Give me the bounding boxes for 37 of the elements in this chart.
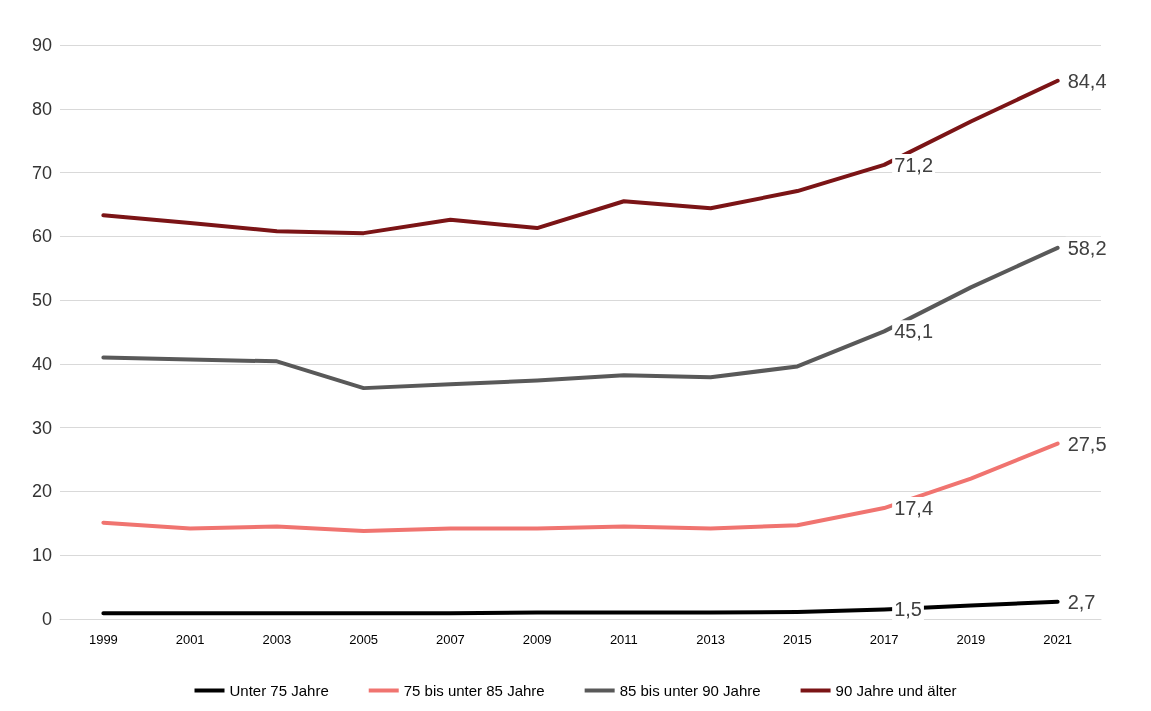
x-tick-label: 2005 bbox=[349, 632, 379, 647]
x-tick-label: 2013 bbox=[696, 632, 726, 647]
x-tick-label: 2015 bbox=[782, 632, 812, 647]
data-label: 84,4 bbox=[1067, 69, 1107, 92]
legend-label: 85 bis unter 90 Jahre bbox=[619, 682, 761, 699]
legend-label: 75 bis unter 85 Jahre bbox=[403, 682, 545, 699]
x-tick-label: 2001 bbox=[175, 632, 205, 647]
line-series bbox=[101, 78, 1060, 236]
x-tick-label: 2009 bbox=[522, 632, 552, 647]
y-tick-label: 20 bbox=[31, 481, 52, 502]
data-label: 71,2 bbox=[894, 153, 934, 176]
line-series bbox=[101, 245, 1060, 391]
data-label: 45,1 bbox=[894, 320, 934, 343]
data-label: 27,5 bbox=[1067, 432, 1107, 455]
x-tick-label: 2007 bbox=[435, 632, 465, 647]
data-label: 2,7 bbox=[1067, 590, 1096, 613]
x-tick-label: 2019 bbox=[956, 632, 986, 647]
y-tick-label: 50 bbox=[31, 290, 52, 311]
x-tick-label: 2017 bbox=[869, 632, 899, 647]
data-label: 58,2 bbox=[1067, 236, 1107, 259]
y-tick-label: 90 bbox=[31, 35, 52, 55]
y-tick-label: 10 bbox=[31, 545, 52, 566]
y-tick-label: 70 bbox=[31, 162, 52, 183]
x-tick-label: 2011 bbox=[609, 632, 638, 647]
y-tick-label: 80 bbox=[31, 98, 52, 119]
line-series bbox=[101, 441, 1060, 533]
x-tick-label: 1999 bbox=[88, 632, 118, 647]
data-label: 1,5 bbox=[894, 598, 922, 621]
data-label: 17,4 bbox=[894, 497, 934, 520]
legend-label: 90 Jahre und älter bbox=[835, 682, 957, 699]
y-tick-label: 30 bbox=[31, 417, 52, 438]
legend-label: Unter 75 Jahre bbox=[229, 682, 329, 699]
x-tick-label: 2021 bbox=[1043, 632, 1073, 647]
y-tick-label: 60 bbox=[31, 226, 52, 247]
y-tick-label: 0 bbox=[41, 609, 52, 629]
x-tick-label: 2003 bbox=[262, 632, 292, 647]
y-tick-label: 40 bbox=[31, 353, 52, 374]
